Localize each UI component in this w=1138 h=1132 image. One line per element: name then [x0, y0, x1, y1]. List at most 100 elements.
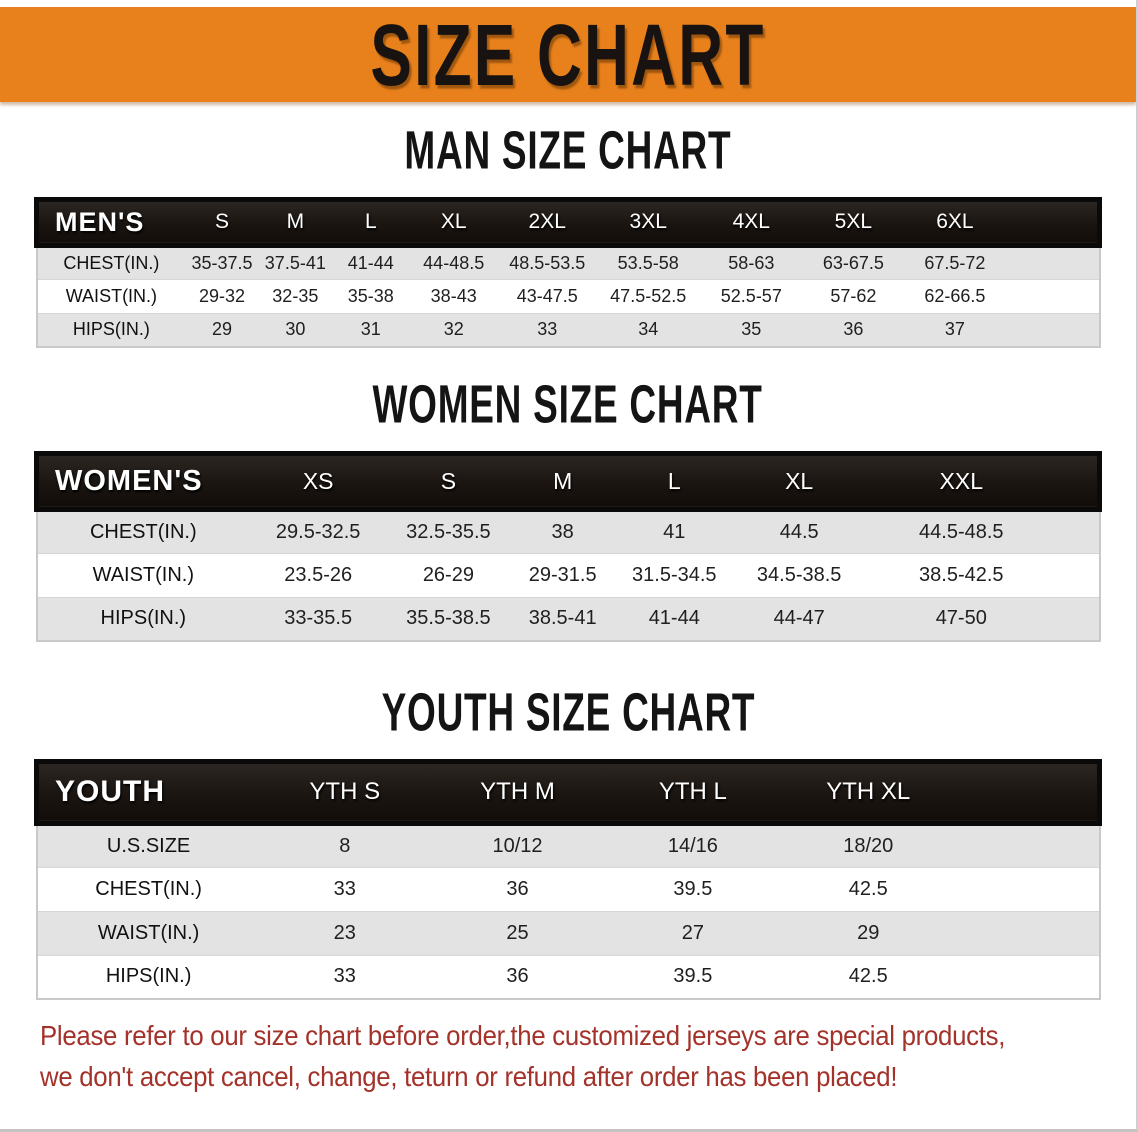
cell-value: 36 [802, 313, 904, 348]
cell-value: 27 [605, 911, 781, 956]
column-header: YTH S [259, 758, 430, 826]
cell-value: 29 [185, 313, 259, 348]
table-row: HIPS(IN.) 29 30 31 32 33 34 35 36 37 [35, 313, 1101, 348]
row-label: HIPS(IN.) [35, 597, 250, 642]
table-group-label: WOMEN'S [34, 450, 250, 512]
cell-value: 8 [259, 823, 430, 868]
cell-filler [955, 823, 1101, 868]
cell-value: 30 [258, 313, 332, 348]
table-header-row: WOMEN'S XS S M L XL XXL [34, 450, 1102, 512]
table-row: U.S.SIZE 8 10/12 14/16 18/20 [35, 823, 1101, 868]
cell-filler [1005, 279, 1101, 314]
youth-size-table: YOUTH YTH S YTH M YTH L YTH XL U.S.SIZE 8 10/12… [33, 758, 1102, 1000]
cell-value: 31 [332, 313, 410, 348]
cell-value: 32.5-35.5 [387, 509, 510, 554]
column-header: XL [732, 450, 866, 512]
cell-value: 29-32 [185, 279, 259, 314]
men-size-table: MEN'S S M L XL 2XL 3XL 4XL 5XL 6XL CHEST(IN.) 35-37… [34, 196, 1102, 348]
row-label: WAIST(IN.) [35, 279, 186, 314]
cell-value: 37 [903, 313, 1006, 348]
cell-value: 35-38 [332, 279, 410, 314]
row-label: HIPS(IN.) [35, 955, 260, 1000]
cell-value: 38.5-41 [509, 597, 616, 642]
youth-section-heading: YOUTH SIZE CHART [381, 681, 755, 743]
column-header: M [258, 196, 332, 248]
cell-value: 41-44 [332, 245, 410, 280]
cell-value: 44-48.5 [409, 245, 498, 280]
cell-value: 48.5-53.5 [497, 245, 597, 280]
cell-filler [955, 955, 1101, 1000]
table-header-row: YOUTH YTH S YTH M YTH L YTH XL [33, 758, 1102, 826]
disclaimer-line-wrap: we don't accept cancel, change, teturn o… [40, 1061, 1136, 1093]
cell-value: 47-50 [865, 597, 1057, 642]
cell-value: 63-67.5 [802, 245, 904, 280]
column-header: S [387, 450, 510, 512]
cell-value: 42.5 [780, 955, 956, 1000]
women-size-table: WOMEN'S XS S M L XL XXL CHEST(IN.) 29.5-32.5 32.5… [34, 450, 1102, 642]
cell-value: 37.5-41 [258, 245, 332, 280]
cell-value: 39.5 [605, 955, 781, 1000]
cell-value: 32 [409, 313, 498, 348]
header-filler [955, 758, 1102, 826]
table-row: HIPS(IN.) 33 36 39.5 42.5 [35, 955, 1101, 1000]
column-header: L [615, 450, 733, 512]
column-header: 5XL [802, 196, 904, 248]
cell-value: 31.5-34.5 [615, 553, 733, 598]
header-filler [1005, 196, 1102, 248]
cell-value: 33 [259, 955, 430, 1000]
column-header: YTH L [605, 758, 781, 826]
cell-filler [955, 911, 1101, 956]
cell-filler [1056, 597, 1101, 642]
women-section-heading-wrap: WOMEN SIZE CHART [0, 376, 1136, 432]
disclaimer-line-1: Please refer to our size chart before or… [40, 1020, 1006, 1051]
cell-value: 25 [429, 911, 606, 956]
men-section-heading-wrap: MAN SIZE CHART [0, 122, 1136, 178]
row-label: WAIST(IN.) [35, 911, 260, 956]
cell-filler [1056, 553, 1101, 598]
column-header: L [332, 196, 410, 248]
cell-value: 41-44 [615, 597, 733, 642]
table-group-label: MEN'S [34, 196, 186, 248]
header-filler [1056, 450, 1102, 512]
column-header: 3XL [596, 196, 700, 248]
table-group-label: YOUTH [33, 758, 260, 826]
cell-filler [955, 867, 1101, 912]
row-label: CHEST(IN.) [35, 509, 250, 554]
cell-value: 23.5-26 [249, 553, 388, 598]
cell-value: 41 [615, 509, 733, 554]
row-label: U.S.SIZE [35, 823, 260, 868]
cell-value: 35.5-38.5 [387, 597, 510, 642]
disclaimer: Please refer to our size chart before or… [40, 1020, 1136, 1093]
column-header: 6XL [903, 196, 1006, 248]
cell-value: 52.5-57 [699, 279, 803, 314]
cell-value: 36 [429, 867, 606, 912]
column-header: 4XL [699, 196, 803, 248]
row-label: CHEST(IN.) [35, 867, 260, 912]
youth-section-heading-wrap: YOUTH SIZE CHART [0, 681, 1136, 743]
cell-value: 38 [509, 509, 616, 554]
table-header-row: MEN'S S M L XL 2XL 3XL 4XL 5XL 6XL [34, 196, 1102, 248]
table-row: CHEST(IN.) 33 36 39.5 42.5 [35, 867, 1101, 912]
cell-value: 34.5-38.5 [732, 553, 866, 598]
banner: SIZE CHART [0, 7, 1136, 102]
cell-filler [1056, 509, 1101, 554]
row-label: WAIST(IN.) [35, 553, 250, 598]
cell-value: 39.5 [605, 867, 781, 912]
column-header: YTH XL [780, 758, 956, 826]
column-header: 2XL [497, 196, 597, 248]
youth-size-section: YOUTH SIZE CHART YOUTH YTH S YTH M YTH L YTH… [0, 681, 1136, 1000]
cell-value: 32-35 [258, 279, 332, 314]
disclaimer-line-2: we don't accept cancel, change, teturn o… [40, 1061, 898, 1093]
cell-value: 38-43 [409, 279, 498, 314]
disclaimer-line-wrap: Please refer to our size chart before or… [40, 1020, 1136, 1052]
women-size-section: WOMEN SIZE CHART WOMEN'S XS S M L XL XXL CHEST(… [0, 376, 1136, 642]
column-header: XXL [865, 450, 1057, 512]
table-row: CHEST(IN.) 29.5-32.5 32.5-35.5 38 41 44.5 44.5… [35, 509, 1101, 554]
row-label: CHEST(IN.) [35, 245, 186, 280]
cell-value: 34 [596, 313, 700, 348]
cell-value: 57-62 [802, 279, 904, 314]
table-row: HIPS(IN.) 33-35.5 35.5-38.5 38.5-41 41-44 44-… [35, 597, 1101, 642]
cell-value: 35 [699, 313, 803, 348]
cell-filler [1005, 245, 1101, 280]
cell-value: 36 [429, 955, 606, 1000]
